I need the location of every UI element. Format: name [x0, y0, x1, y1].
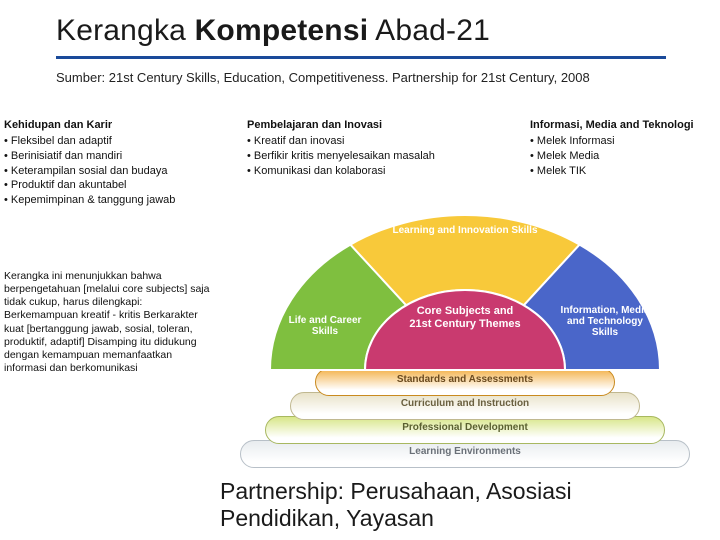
core-line2: 21st Century Themes [409, 318, 520, 330]
list-item: Berinisiatif dan mandiri [4, 149, 190, 164]
list-item: Komunikasi dan kolaborasi [247, 164, 479, 179]
framework-diagram: Learning EnvironmentsProfessional Develo… [220, 210, 710, 470]
box-learning-innovation: Pembelajaran dan Inovasi Kreatif dan ino… [247, 118, 479, 178]
title-underline [56, 56, 666, 59]
page-title: Kerangka Kompetensi Abad-21 [56, 14, 490, 48]
box-heading: Pembelajaran dan Inovasi [247, 118, 479, 133]
box-list: Fleksibel dan adaptif Berinisiatif dan m… [4, 134, 190, 208]
arch-label-left: Life and Career Skills [285, 315, 365, 337]
box-list: Kreatif dan inovasi Berfikir kritis meny… [247, 134, 479, 179]
list-item: Berfikir kritis menyelesaikan masalah [247, 149, 479, 164]
rainbow-arch: Life and Career Skills Learning and Inno… [265, 210, 665, 430]
source-text: Sumber: 21st Century Skills, Education, … [56, 70, 596, 85]
framework-note: Kerangka ini menunjukkan bahwa berpenget… [4, 270, 214, 375]
box-heading: Kehidupan dan Karir [4, 118, 190, 133]
box-info-media-tech: Informasi, Media and Teknologi Melek Inf… [530, 118, 710, 178]
list-item: Produktif dan akuntabel [4, 178, 190, 193]
title-bold: Kompetensi [195, 14, 369, 47]
list-item: Melek TIK [530, 164, 710, 179]
list-item: Kreatif dan inovasi [247, 134, 479, 149]
box-list: Melek Informasi Melek Media Melek TIK [530, 134, 710, 179]
title-part1: Kerangka [56, 14, 195, 47]
list-item: Melek Informasi [530, 134, 710, 149]
list-item: Fleksibel dan adaptif [4, 134, 190, 149]
core-line1: Core Subjects and [417, 305, 514, 317]
base-label: Learning Environments [315, 446, 615, 457]
box-life-career: Kehidupan dan Karir Fleksibel dan adapti… [4, 118, 190, 208]
list-item: Melek Media [530, 149, 710, 164]
core-label: Core Subjects and 21st Century Themes [385, 305, 545, 330]
partnership-text: Partnership: Perusahaan, Asosiasi Pendid… [220, 478, 690, 532]
list-item: Keterampilan sosial dan budaya [4, 164, 190, 179]
arch-label-top: Learning and Innovation Skills [385, 225, 545, 236]
list-item: Kepemimpinan & tanggung jawab [4, 193, 190, 208]
arch-label-right: Information, Media and Technology Skills [555, 305, 655, 338]
box-heading: Informasi, Media and Teknologi [530, 118, 710, 133]
title-part2: Abad-21 [368, 14, 490, 47]
